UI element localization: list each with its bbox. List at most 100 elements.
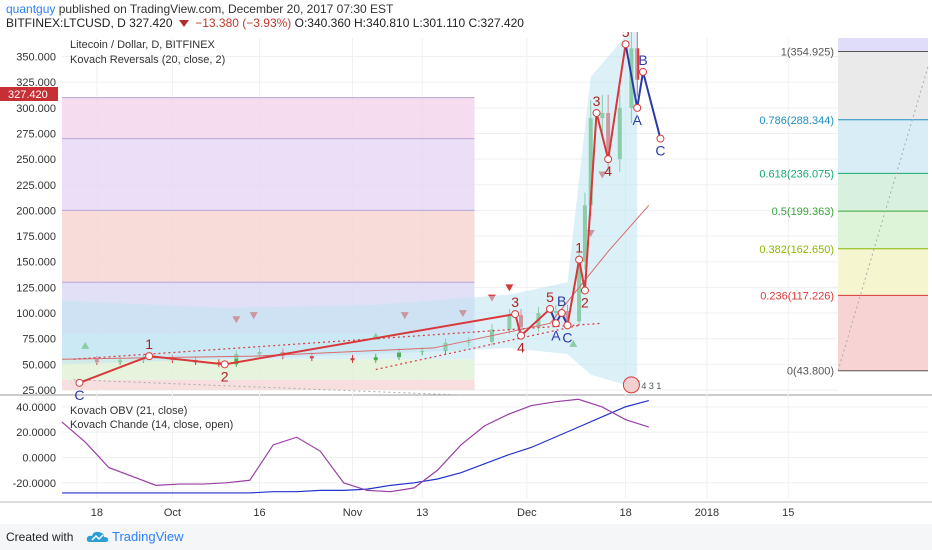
x-tick-label: 18 <box>619 507 631 519</box>
obv-label: Kovach OBV (21, close) <box>70 405 187 417</box>
reversal-down-marker <box>505 284 514 292</box>
fib-level-label: 0.618(236.075) <box>759 168 834 180</box>
tradingview-link[interactable]: TradingView <box>112 529 184 544</box>
candle-body <box>234 354 239 365</box>
wave-label: 4 <box>604 163 612 179</box>
wave-label: B <box>557 293 566 309</box>
osc-tick-label: 40.0000 <box>16 402 56 414</box>
wave-label: A <box>551 327 561 343</box>
wave-point <box>517 331 526 340</box>
wave-segment <box>79 355 150 384</box>
created-with-label: Created with <box>6 530 74 544</box>
y-tick-label: 25.000 <box>22 385 56 397</box>
author-link[interactable]: quantguy <box>6 2 56 16</box>
wave-label: 5 <box>546 289 554 305</box>
price-chart[interactable]: 0(43.800) 0.236(117.226) 0.382(162.650) 0.5… <box>0 32 932 524</box>
fib-zone <box>838 295 928 371</box>
publish-line: quantguy published on TradingView.com, D… <box>6 2 393 16</box>
x-tick-label: 2018 <box>695 507 719 519</box>
fib-zone <box>838 51 928 120</box>
price-tag: 327.420 <box>0 87 58 101</box>
tradingview-cloud-icon <box>86 531 109 542</box>
fib-level-label: 1(354.925) <box>781 46 834 58</box>
wave-point <box>557 309 566 318</box>
candle-body <box>373 357 378 361</box>
wave-segment <box>595 112 610 160</box>
fib-zone-top <box>838 38 928 52</box>
y-tick-label: 100.000 <box>16 308 56 320</box>
symbol-label: BITFINEX:LTCUSD, D <box>6 16 126 30</box>
chande-series-line <box>61 398 650 493</box>
wave-label: A <box>633 112 643 128</box>
bollinger-cloud <box>62 32 638 385</box>
wave-label: 5 <box>622 32 630 40</box>
wave-label: 3 <box>593 93 601 109</box>
flag-icon <box>622 376 640 394</box>
x-tick-label: Nov <box>343 507 363 519</box>
osc-tick-label: 0.0000 <box>22 452 56 464</box>
wave-segment <box>642 71 662 139</box>
y-tick-label: 325.000 <box>16 77 56 89</box>
wave-segment <box>224 313 516 366</box>
wave-segment <box>566 259 581 326</box>
x-tick-label: 18 <box>91 507 103 519</box>
ohlc-values: O:340.360 H:340.810 L:301.110 C:327.420 <box>294 16 524 30</box>
x-tick-label: 16 <box>253 507 265 519</box>
wave-point <box>75 378 84 387</box>
y-tick-label: 75.000 <box>22 334 56 346</box>
y-tick-label: 50.000 <box>22 359 56 371</box>
x-tick-label: 13 <box>416 507 428 519</box>
zone-band <box>62 359 475 380</box>
y-tick-label: 275.000 <box>16 128 56 140</box>
chart-header: quantguy published on TradingView.com, D… <box>0 0 932 32</box>
fib-level-label: 0.5(199.363) <box>772 206 834 218</box>
wave-label: 1 <box>575 240 583 256</box>
wave-segment <box>520 308 551 337</box>
zone-band <box>62 210 475 283</box>
price-tag-text: 327.420 <box>8 89 48 101</box>
y-tick-label: 125.000 <box>16 282 56 294</box>
osc-tick-label: -20.0000 <box>13 478 56 490</box>
wave-point <box>220 360 229 369</box>
wave-point <box>563 321 572 330</box>
flag-counts: 4 3 1 <box>641 381 661 391</box>
candle-body <box>396 352 401 358</box>
zone-band <box>62 138 475 211</box>
fib-level-label: 0.236(117.226) <box>760 290 834 302</box>
fib-zone <box>838 173 928 212</box>
publish-text: published on TradingView.com, December 2… <box>58 2 394 16</box>
candle-body <box>309 356 314 359</box>
wave-point <box>511 310 520 319</box>
osc-tick-label: 20.0000 <box>16 427 56 439</box>
wave-label: 1 <box>145 336 153 352</box>
wave-label: C <box>562 329 572 345</box>
x-tick-label: 15 <box>782 507 794 519</box>
zone-band <box>62 97 475 139</box>
fib-level-label: 0(43.800) <box>787 366 834 378</box>
wave-label: C <box>655 143 665 159</box>
y-tick-label: 150.000 <box>16 257 56 269</box>
wave-point <box>621 40 630 49</box>
indicator-label: Kovach Reversals (20, close, 2) <box>70 54 225 66</box>
wave-point <box>639 67 648 76</box>
fib-level-label: 0.786(288.344) <box>759 115 834 127</box>
wave-label: 3 <box>511 294 519 310</box>
down-arrow-icon <box>178 20 189 28</box>
footer-bar: Created with TradingView <box>0 524 932 550</box>
y-tick-label: 175.000 <box>16 231 56 243</box>
zone-band <box>62 379 475 390</box>
fib-zone <box>838 211 928 249</box>
x-tick-label: Dec <box>517 507 537 519</box>
wave-point <box>575 255 584 264</box>
wave-point <box>145 352 154 361</box>
wave-segment <box>624 44 639 109</box>
wave-segment <box>583 112 598 291</box>
y-tick-label: 200.000 <box>16 205 56 217</box>
fib-zone <box>838 248 928 296</box>
y-tick-label: 225.000 <box>16 180 56 192</box>
wave-segment <box>636 71 645 108</box>
fib-level-label: 0.382(162.650) <box>759 244 834 256</box>
wave-point <box>604 155 613 164</box>
last-price: 327.420 <box>129 16 173 30</box>
wave-label: 2 <box>581 294 589 310</box>
